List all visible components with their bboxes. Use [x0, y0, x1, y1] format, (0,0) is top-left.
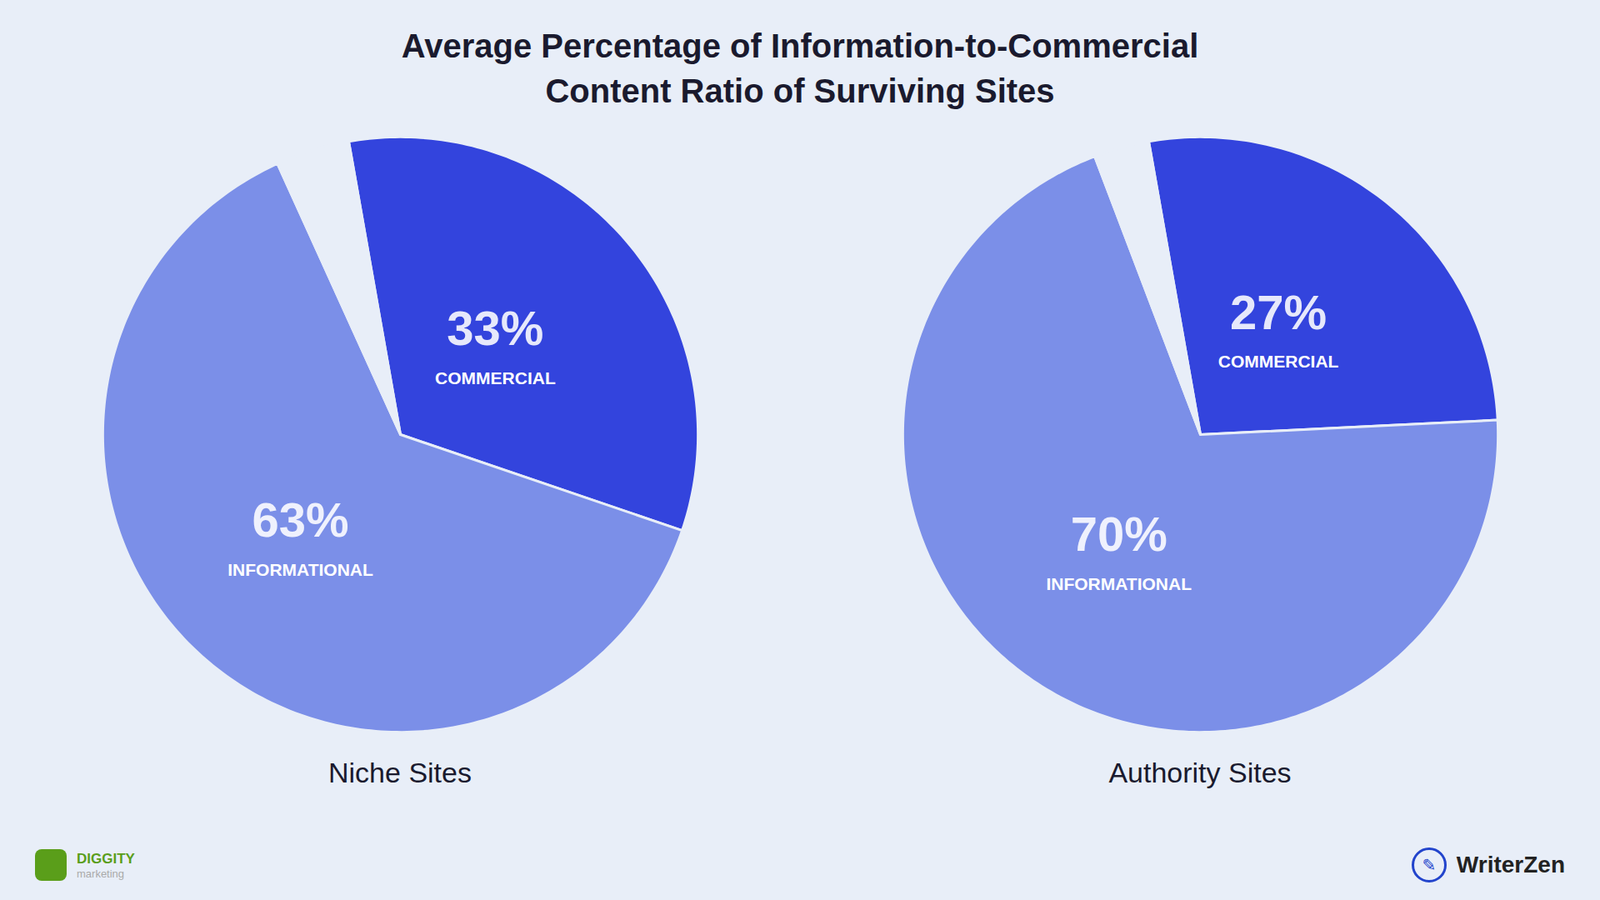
- html-text:DIGGITY: DIGGITY: [76, 850, 135, 867]
- html-text:marketing: marketing: [76, 867, 125, 880]
- html-text:Average Percentage of Informat: Average Percentage of Information-to-Com…: [401, 27, 1199, 110]
- svg-text:33%: 33%: [446, 300, 544, 355]
- svg-text:70%: 70%: [1070, 506, 1168, 561]
- svg-text:27%: 27%: [1230, 285, 1327, 340]
- svg-text:63%: 63%: [252, 492, 350, 547]
- svg-text:COMMERCIAL: COMMERCIAL: [435, 368, 556, 388]
- svg-text:COMMERCIAL: COMMERCIAL: [1218, 351, 1340, 371]
- svg-text:INFORMATIONAL: INFORMATIONAL: [227, 560, 374, 580]
- svg-text:INFORMATIONAL: INFORMATIONAL: [1045, 574, 1192, 594]
- html-text:Niche Sites: Niche Sites: [328, 756, 472, 789]
- html-text:WriterZen: WriterZen: [1456, 851, 1565, 878]
- html-text:Authority Sites: Authority Sites: [1108, 756, 1292, 789]
